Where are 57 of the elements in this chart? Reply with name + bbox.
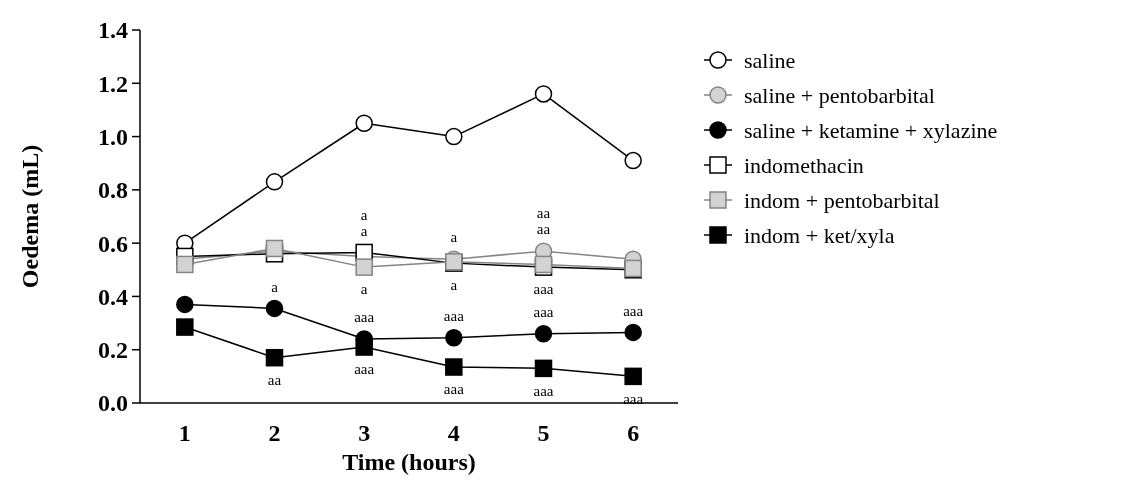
point — [265, 299, 284, 318]
point — [355, 258, 373, 276]
x-tick-label: 5 — [537, 420, 550, 446]
legend-label: saline + ketamine + xylazine — [744, 117, 998, 143]
y-tick-label: 0.4 — [98, 283, 128, 310]
annotation: aaa — [533, 281, 554, 298]
annotation: a — [360, 206, 368, 223]
annotation: aaa — [533, 382, 554, 399]
point — [445, 358, 463, 376]
legend-label: indom + ket/xyla — [744, 222, 895, 248]
x-tick-label: 1 — [178, 420, 191, 446]
y-tick-label: 0.2 — [98, 337, 128, 364]
point — [624, 323, 642, 342]
point — [355, 338, 373, 356]
point — [176, 318, 194, 336]
x-tick-label: 6 — [627, 420, 640, 446]
point — [534, 324, 553, 343]
x-tick-label: 4 — [447, 420, 460, 446]
annotation: a — [450, 277, 458, 294]
y-axis-title: Oedema (mL) — [17, 144, 43, 289]
y-tick-label: 1.4 — [98, 17, 128, 44]
point — [445, 127, 463, 146]
annotation: aa — [267, 371, 282, 388]
point — [534, 359, 553, 378]
x-tick-label: 2 — [268, 420, 281, 446]
y-tick-label: 0.6 — [98, 230, 128, 257]
annotation: a — [271, 278, 279, 295]
legend-label: indom + pentobarbital — [744, 187, 940, 213]
annotation: aaa — [354, 309, 375, 326]
annotation: aaa — [623, 302, 644, 319]
point — [176, 295, 194, 314]
annotation: a — [450, 229, 458, 246]
annotation: aaa — [354, 361, 375, 378]
point — [355, 114, 373, 132]
annotation: a — [360, 281, 368, 298]
x-tick-label: 3 — [358, 420, 371, 446]
point — [445, 328, 463, 347]
point — [534, 85, 553, 103]
point — [176, 255, 194, 274]
text: 0.0 — [98, 390, 128, 417]
text: 1.0 — [98, 123, 128, 150]
y-tick-label: 0.8 — [98, 177, 128, 204]
annotation: aaa — [533, 303, 554, 320]
legend-label: saline + pentobarbital — [744, 82, 935, 108]
annotation: a — [360, 222, 368, 239]
point — [624, 151, 642, 170]
x-axis-title: Time (hours) — [342, 449, 476, 475]
point — [624, 367, 642, 386]
point — [265, 173, 284, 191]
y-tick-label: 1.2 — [98, 70, 128, 97]
annotation: aa — [536, 205, 551, 222]
annotation: aa — [536, 221, 551, 238]
legend-label: indomethacin — [744, 152, 864, 178]
legend-label: saline — [744, 47, 796, 73]
point — [265, 348, 284, 367]
annotation: aaa — [443, 307, 465, 324]
annotation: aaa — [443, 381, 465, 398]
